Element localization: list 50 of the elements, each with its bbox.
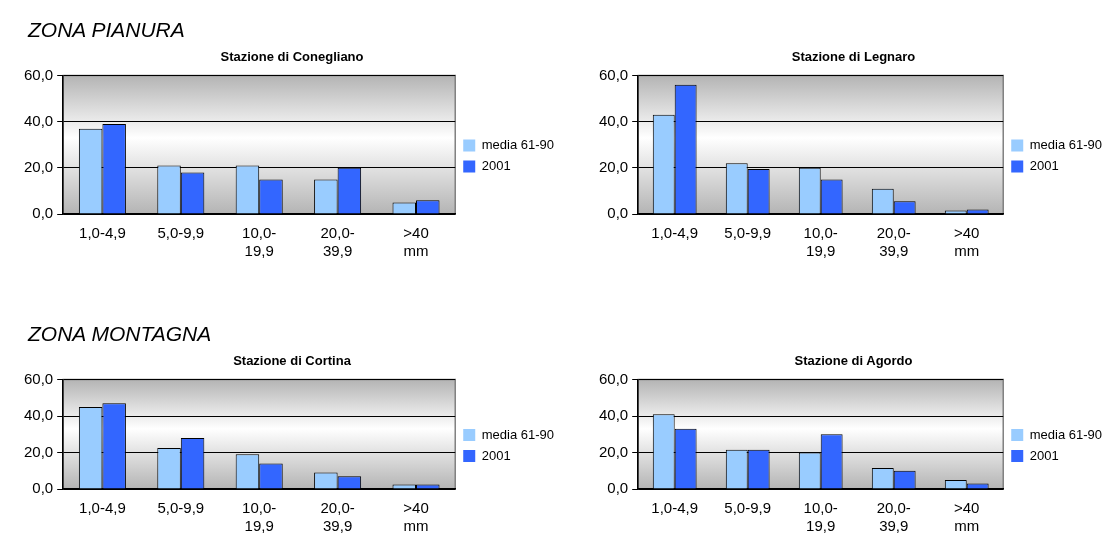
y-tick-label: 40,0: [23, 111, 54, 129]
legend-label: 2001: [481, 158, 511, 174]
legend-label: media 61-90: [481, 426, 555, 442]
x-tick-label: 1,0-4,9: [79, 499, 126, 517]
y-tick-label: 60,0: [23, 369, 54, 387]
x-tick-label: 5,0-9,9: [157, 224, 205, 242]
x-tick-label: 5,0-9,9: [724, 499, 772, 517]
y-tick-label: 20,0: [598, 442, 629, 460]
text: ZONA PIANURA: [28, 18, 185, 42]
y-tick-label: 0,0: [32, 479, 54, 497]
y-tick-label: 20,0: [23, 158, 54, 176]
x-tick-label: 20,0-39,9: [876, 499, 911, 535]
legend-label: media 61-90: [481, 137, 555, 153]
x-tick-label: 20,0-39,9: [876, 224, 911, 260]
x-tick-label: 1,0-4,9: [79, 224, 126, 242]
y-tick-label: 0,0: [32, 204, 54, 222]
x-tick-label: 1,0-4,9: [651, 224, 699, 242]
chart-title: Stazione di Conegliano: [220, 49, 364, 65]
x-tick-label: 10,0-19,9: [803, 224, 838, 260]
legend-label: media 61-90: [1029, 137, 1103, 153]
text: ZONA MONTAGNA: [28, 322, 212, 346]
y-tick-label: 60,0: [598, 65, 629, 83]
x-tick-label: >40 mm: [403, 224, 429, 260]
y-tick-label: 0,0: [607, 479, 629, 497]
y-tick-label: 60,0: [23, 65, 54, 83]
x-tick-label: 5,0-9,9: [157, 499, 205, 517]
y-tick-label: 40,0: [598, 111, 629, 129]
chart-title: Stazione di Legnaro: [791, 49, 916, 65]
y-tick-label: 0,0: [607, 204, 629, 222]
x-tick-label: 5,0-9,9: [724, 224, 772, 242]
x-tick-label: 1,0-4,9: [651, 499, 699, 517]
chart-title: Stazione di Cortina: [233, 353, 352, 369]
y-tick-label: 20,0: [598, 158, 629, 176]
y-tick-label: 40,0: [23, 406, 54, 424]
x-tick-label: 10,0-19,9: [242, 224, 277, 260]
y-tick-label: 40,0: [598, 406, 629, 424]
x-tick-label: 20,0-39,9: [320, 224, 355, 260]
chart-title: Stazione di Agordo: [794, 353, 913, 369]
legend-label: 2001: [1029, 447, 1059, 463]
y-tick-label: 60,0: [598, 369, 629, 387]
legend-label: 2001: [481, 447, 511, 463]
x-tick-label: 20,0-39,9: [320, 499, 355, 535]
legend-label: media 61-90: [1029, 426, 1103, 442]
legend-label: 2001: [1029, 158, 1059, 174]
x-tick-label: >40 mm: [954, 499, 980, 535]
x-tick-label: 10,0-19,9: [242, 499, 277, 535]
x-tick-label: >40 mm: [403, 499, 429, 535]
y-tick-label: 20,0: [23, 442, 54, 460]
x-tick-label: >40 mm: [954, 224, 980, 260]
x-tick-label: 10,0-19,9: [803, 499, 838, 535]
